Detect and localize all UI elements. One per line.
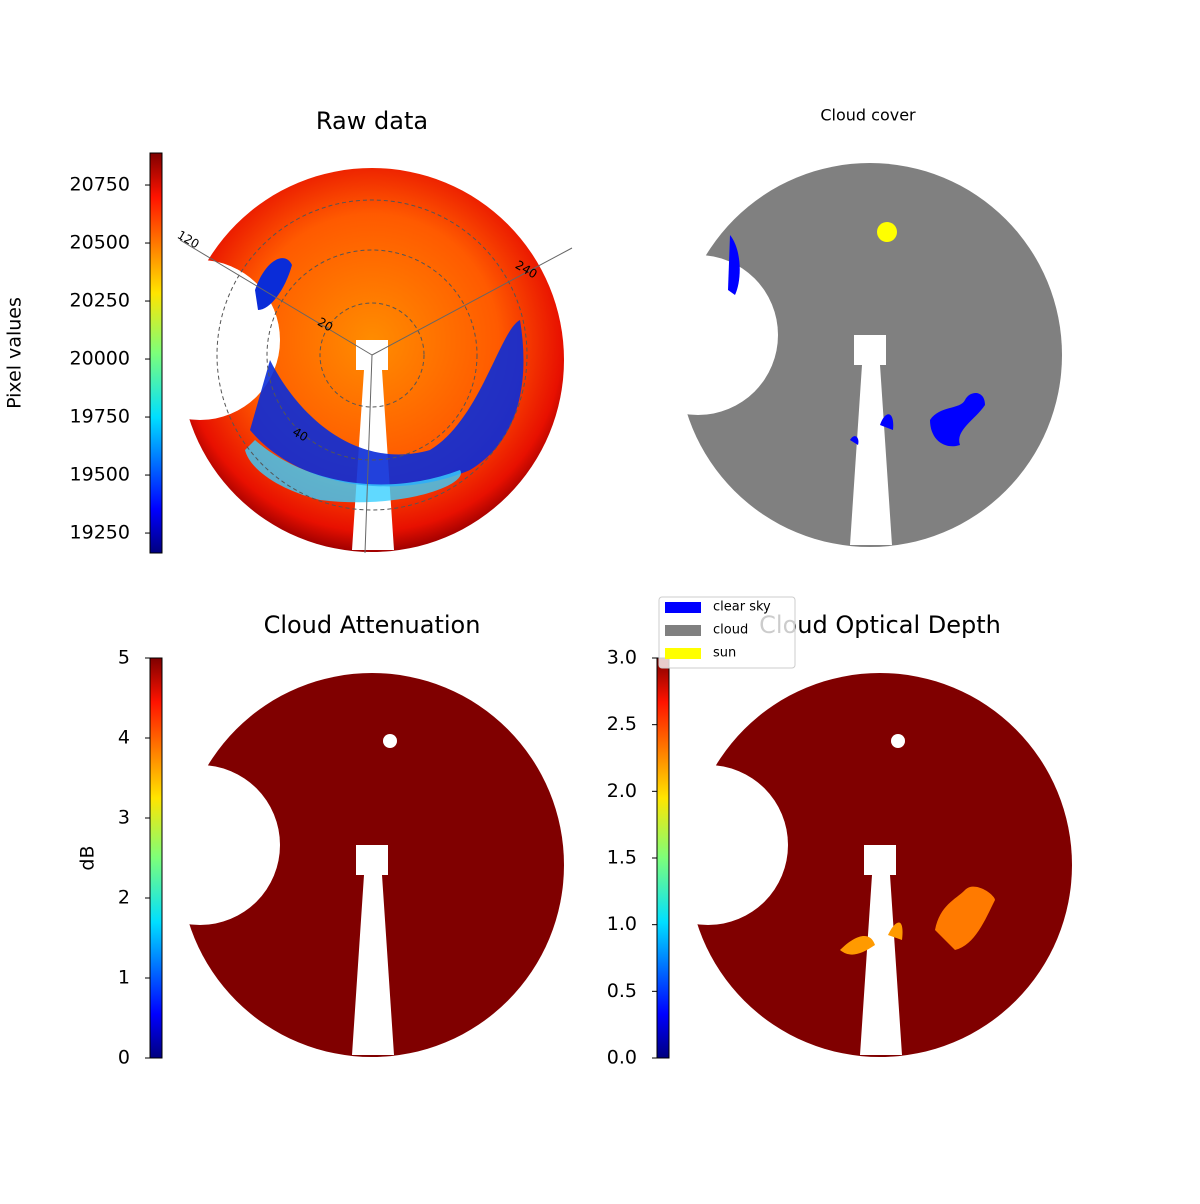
y-tick-label: 2 xyxy=(118,887,130,909)
y-tick-label: 1.5 xyxy=(607,847,637,869)
y-tick-label: 19750 xyxy=(70,406,130,428)
panel-title: Cloud cover xyxy=(820,106,916,125)
mask-bite xyxy=(618,255,778,415)
legend-label: cloud xyxy=(713,623,748,638)
panel-title: Cloud Attenuation xyxy=(264,611,481,639)
y-tick-label: 2.0 xyxy=(607,780,637,802)
sun-mask xyxy=(383,734,397,748)
y-tick-label: 19500 xyxy=(70,464,130,486)
polar-ring xyxy=(319,302,425,408)
sun-mask xyxy=(891,734,905,748)
y-tick-label: 1 xyxy=(118,967,130,989)
y-tick-label: 20500 xyxy=(70,232,130,254)
clear-region xyxy=(255,258,292,310)
panel-title: Raw data xyxy=(316,107,428,135)
sky-image xyxy=(120,168,573,554)
y-tick-label: 2.5 xyxy=(607,713,637,735)
mask-bite xyxy=(120,765,280,925)
y-tick-label: 20000 xyxy=(70,348,130,370)
sun-marker xyxy=(877,222,897,242)
legend-swatch xyxy=(665,648,701,659)
legend-label: clear sky xyxy=(713,600,771,615)
y-tick-label: 20750 xyxy=(70,174,130,196)
mask-arm xyxy=(850,335,892,545)
sky-image xyxy=(628,673,1072,1057)
mask-bite xyxy=(628,765,788,925)
y-axis-label: Pixel values xyxy=(4,297,26,409)
legend-swatch xyxy=(665,602,701,613)
mask-arm xyxy=(860,845,902,1055)
panel-title: Cloud Optical Depth xyxy=(759,611,1001,639)
y-tick-label: 20250 xyxy=(70,290,130,312)
y-tick-label: 5 xyxy=(118,647,130,669)
colorbar xyxy=(149,152,163,554)
colorbar xyxy=(656,657,670,1059)
legend: clear sky cloud sun xyxy=(658,596,796,669)
polar-label: 20 xyxy=(315,315,335,335)
y-tick-label: 0 xyxy=(118,1047,130,1069)
y-tick-label: 0.0 xyxy=(607,1047,637,1069)
sky-image xyxy=(120,673,564,1057)
clear-region xyxy=(728,235,740,295)
optical-patch xyxy=(840,922,903,955)
polar-label: 40 xyxy=(290,425,310,445)
y-tick-label: 4 xyxy=(118,727,130,749)
legend-label: sun xyxy=(713,646,736,661)
mask-bite xyxy=(120,260,280,420)
y-tick-label: 3 xyxy=(118,807,130,829)
polar-ring xyxy=(266,249,478,461)
clear-region xyxy=(930,393,985,447)
optical-patch xyxy=(935,886,995,950)
y-tick-label: 19250 xyxy=(70,522,130,544)
polar-label: 120 xyxy=(175,228,202,252)
legend-swatch xyxy=(665,625,701,636)
polar-ring xyxy=(216,199,528,511)
polar-spoke xyxy=(179,239,573,554)
clear-region xyxy=(250,320,524,487)
y-axis-label: dB xyxy=(77,845,99,870)
mask-arm xyxy=(352,845,394,1055)
sky-image xyxy=(618,163,1062,547)
y-tick-label: 1.0 xyxy=(607,913,637,935)
clear-edge xyxy=(245,440,461,503)
clear-region xyxy=(850,414,894,445)
colorbar xyxy=(149,657,163,1059)
y-tick-label: 3.0 xyxy=(607,647,637,669)
y-tick-label: 0.5 xyxy=(607,980,637,1002)
